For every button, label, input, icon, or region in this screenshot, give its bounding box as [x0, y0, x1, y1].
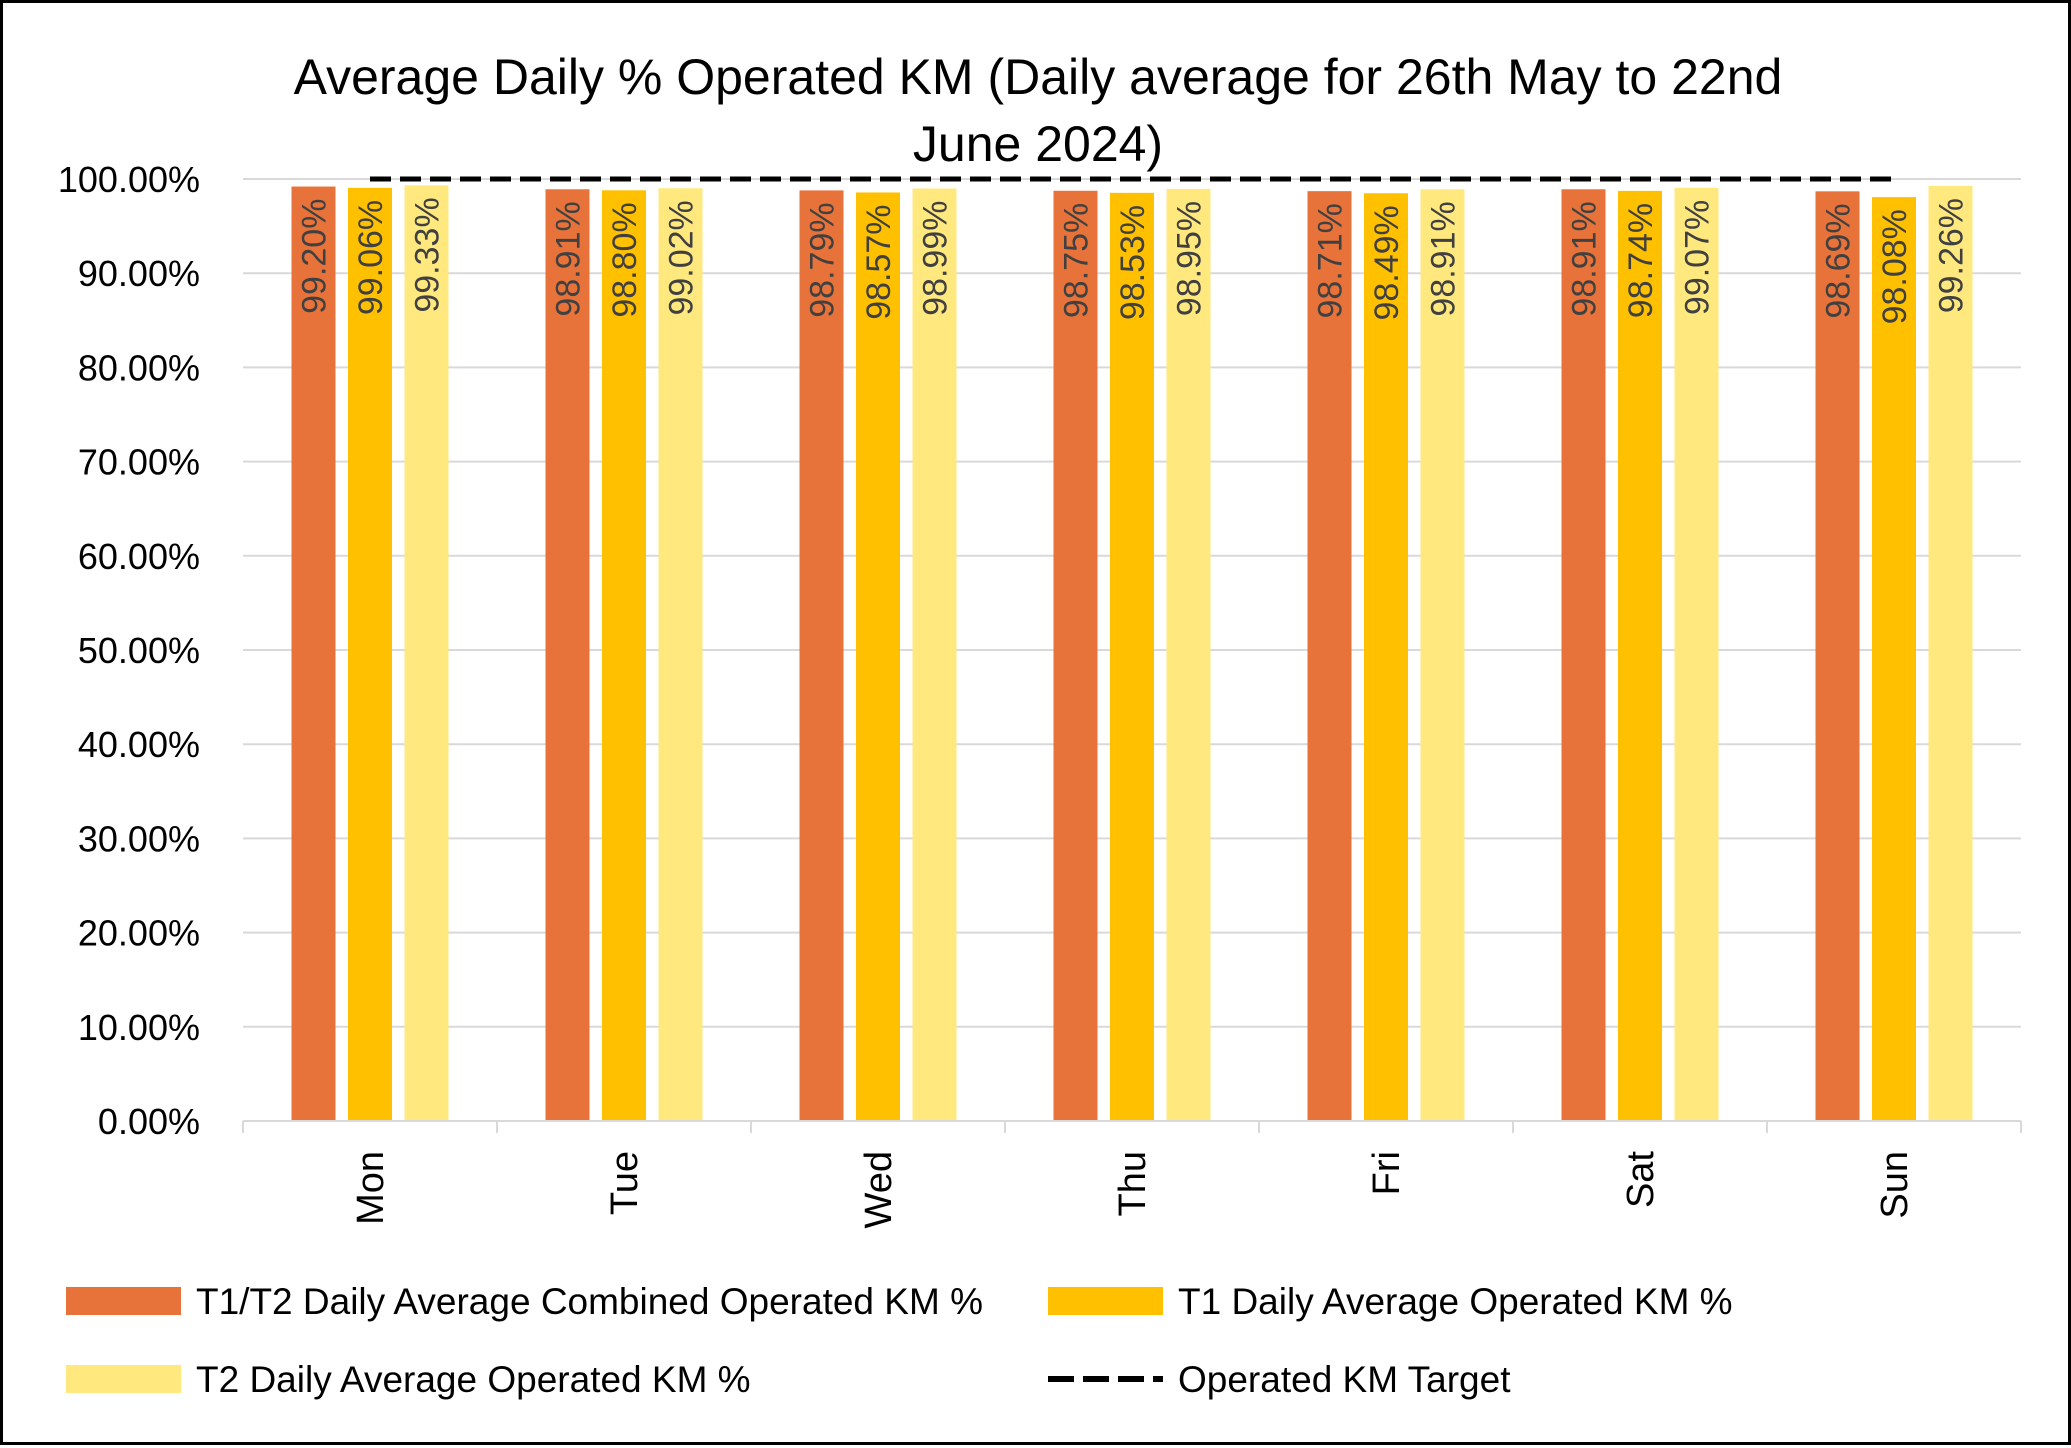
category-label-mon: Mon: [350, 1151, 392, 1225]
y-tick-label-7: 70.00%: [78, 442, 200, 483]
y-tick-label-2: 20.00%: [78, 913, 200, 954]
legend-combined-label: T1/T2 Daily Average Combined Operated KM…: [196, 1281, 983, 1322]
bars: [291, 185, 1973, 1122]
y-tick-label-0: 0.00%: [98, 1101, 200, 1142]
data-label-wed-series-3: 98.99%: [917, 201, 955, 316]
chart-title-line-1: Average Daily % Operated KM (Daily avera…: [294, 49, 1783, 105]
category-label-fri: Fri: [1366, 1151, 1408, 1195]
data-label-tue-series-3: 99.02%: [663, 200, 701, 315]
data-label-sat-series-1: 98.91%: [1566, 201, 1604, 316]
data-label-sat-series-3: 99.07%: [1679, 200, 1717, 315]
bar-sat-series-1: [1561, 189, 1606, 1121]
legend-t2-swatch: [66, 1365, 181, 1393]
legend: T1/T2 Daily Average Combined Operated KM…: [66, 1281, 1733, 1400]
bar-mon-series-2: [348, 187, 392, 1121]
y-tick-label-9: 90.00%: [78, 253, 200, 294]
bar-sun-series-2: [1872, 197, 1916, 1121]
data-label-tue-series-2: 98.80%: [606, 202, 644, 317]
data-label-thu-series-1: 98.75%: [1058, 203, 1096, 318]
y-axis-ticks: 0.00% 10.00% 20.00% 30.00% 40.00% 50.00% 60.00…: [58, 159, 200, 1142]
category-label-tue: Tue: [604, 1151, 646, 1215]
data-label-sun-series-2: 98.08%: [1876, 209, 1914, 324]
bar-sat-series-2: [1618, 190, 1662, 1121]
bar-fri-series-3: [1420, 189, 1465, 1121]
data-label-mon-series-3: 99.33%: [409, 197, 447, 312]
x-axis: [242, 1120, 2022, 1133]
legend-t1-swatch: [1048, 1287, 1163, 1315]
chart-title: Average Daily % Operated KM (Daily avera…: [294, 49, 1783, 172]
data-label-thu-series-3: 98.95%: [1171, 201, 1209, 316]
bar-thu-series-1: [1053, 190, 1098, 1121]
data-label-mon-series-2: 99.06%: [352, 200, 390, 315]
bar-thu-series-3: [1166, 188, 1211, 1122]
data-label-mon-series-1: 99.20%: [296, 199, 334, 314]
data-label-tue-series-1: 98.91%: [550, 201, 588, 316]
bar-tue-series-1: [545, 189, 590, 1121]
bar-wed-series-3: [912, 188, 957, 1121]
y-tick-label-1: 10.00%: [78, 1007, 200, 1048]
bar-wed-series-2: [856, 192, 900, 1122]
data-labels: 99.20% 98.91% 98.79% 98.75% 98.71% 98.91% 98.6…: [296, 197, 1971, 324]
category-labels: Mon Tue Wed Thu Fri Sat Sun: [350, 1151, 1916, 1229]
legend-t2-label: T2 Daily Average Operated KM %: [196, 1359, 751, 1400]
category-label-wed: Wed: [858, 1151, 900, 1228]
legend-combined-swatch: [66, 1287, 181, 1315]
bar-sun-series-1: [1815, 191, 1860, 1121]
data-label-sun-series-1: 98.69%: [1820, 203, 1858, 318]
category-label-sun: Sun: [1874, 1151, 1916, 1219]
bar-mon-series-3: [404, 185, 449, 1121]
data-label-thu-series-2: 98.53%: [1114, 205, 1152, 320]
data-label-fri-series-3: 98.91%: [1425, 201, 1463, 316]
legend-target-label: Operated KM Target: [1178, 1359, 1511, 1400]
category-label-sat: Sat: [1620, 1151, 1662, 1208]
y-tick-label-8: 80.00%: [78, 347, 200, 388]
data-label-sat-series-2: 98.74%: [1622, 203, 1660, 318]
y-tick-label-6: 60.00%: [78, 536, 200, 577]
y-tick-label-3: 30.00%: [78, 818, 200, 859]
y-tick-label-5: 50.00%: [78, 630, 200, 671]
bar-thu-series-2: [1110, 192, 1154, 1121]
legend-t1-label: T1 Daily Average Operated KM %: [1178, 1281, 1733, 1322]
bar-fri-series-2: [1364, 193, 1408, 1122]
category-label-thu: Thu: [1112, 1151, 1154, 1216]
bar-sat-series-3: [1674, 187, 1719, 1121]
bar-mon-series-1: [291, 186, 336, 1121]
data-label-sun-series-3: 99.26%: [1933, 198, 1971, 313]
y-tick-label-10: 100.00%: [58, 159, 200, 200]
bar-tue-series-2: [602, 190, 646, 1121]
data-label-fri-series-2: 98.49%: [1368, 205, 1406, 320]
chart-title-line-2: June 2024): [913, 116, 1163, 172]
bar-fri-series-1: [1307, 191, 1352, 1121]
bar-wed-series-1: [799, 190, 844, 1121]
bar-tue-series-3: [658, 188, 703, 1122]
data-label-wed-series-1: 98.79%: [804, 202, 842, 317]
data-label-fri-series-1: 98.71%: [1312, 203, 1350, 318]
chart-svg: Average Daily % Operated KM (Daily avera…: [58, 49, 2022, 1400]
y-tick-label-4: 40.00%: [78, 724, 200, 765]
data-label-wed-series-2: 98.57%: [860, 204, 898, 319]
bar-sun-series-3: [1928, 185, 1973, 1121]
